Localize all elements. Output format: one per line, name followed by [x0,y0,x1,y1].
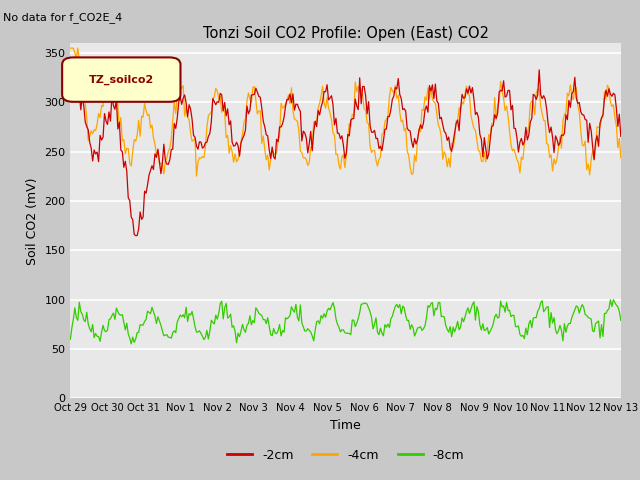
-4cm [348,112,356,118]
-4cm [67,45,74,51]
-4cm [472,127,479,133]
Line: -4cm: -4cm [70,48,621,176]
-2cm [617,133,625,139]
X-axis label: Time: Time [330,419,361,432]
-2cm [608,93,616,99]
Text: No data for f_CO2E_4: No data for f_CO2E_4 [3,12,122,23]
-4cm [136,133,144,139]
-8cm [609,297,617,302]
Legend: -2cm, -4cm, -8cm: -2cm, -4cm, -8cm [222,444,469,467]
-8cm [348,317,356,323]
-4cm [253,111,261,117]
Line: -2cm: -2cm [70,70,621,236]
-8cm [617,317,625,323]
Y-axis label: Soil CO2 (mV): Soil CO2 (mV) [26,177,39,264]
-2cm [253,89,261,95]
-4cm [157,160,164,166]
-4cm [617,155,625,161]
-2cm [132,233,140,239]
FancyBboxPatch shape [62,58,180,102]
-8cm [159,328,166,334]
Text: TZ_soilco2: TZ_soilco2 [88,75,154,85]
-2cm [67,90,74,96]
-8cm [472,317,479,323]
-2cm [472,111,479,117]
-8cm [67,336,74,342]
-8cm [138,322,145,328]
-8cm [127,341,135,347]
-2cm [348,116,356,121]
-8cm [607,297,614,302]
-4cm [193,173,200,179]
-4cm [607,99,614,105]
-8cm [253,307,261,313]
-2cm [536,67,543,73]
-2cm [159,160,166,166]
Title: Tonzi Soil CO2 Profile: Open (East) CO2: Tonzi Soil CO2 Profile: Open (East) CO2 [203,25,488,41]
-2cm [138,216,145,222]
Line: -8cm: -8cm [70,300,621,344]
